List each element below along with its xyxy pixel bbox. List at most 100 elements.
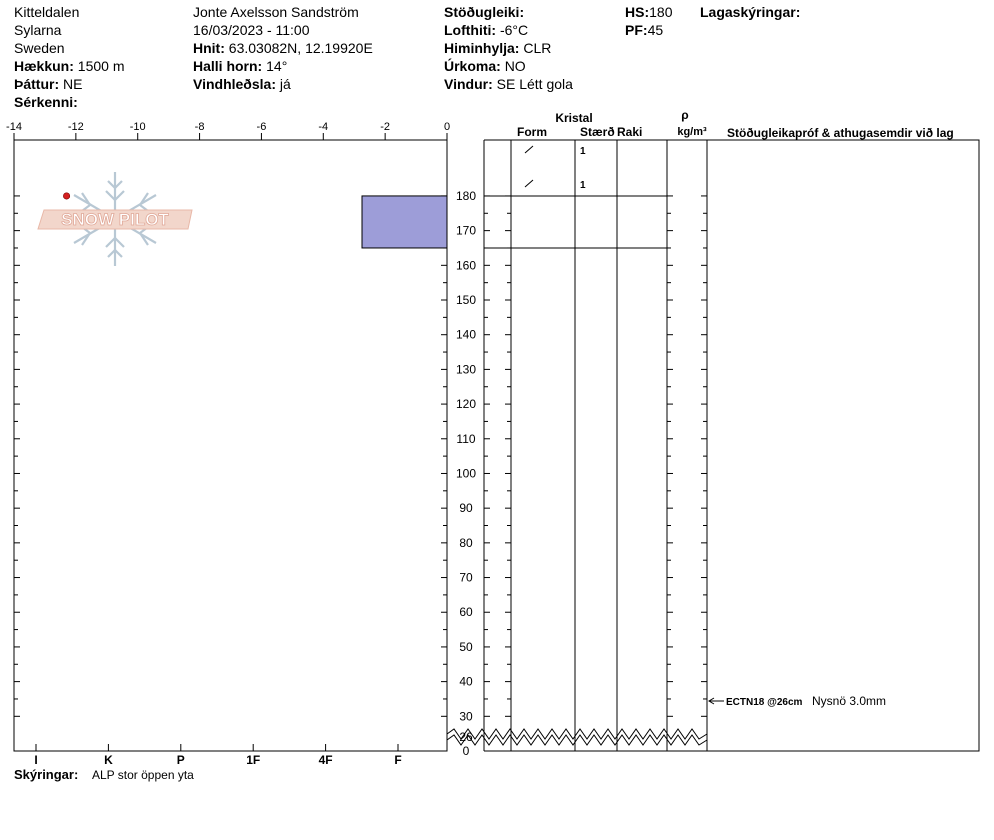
height-tick-label: 120	[456, 397, 476, 411]
hardness-tick-label: P	[177, 753, 185, 767]
notes-label: Skýringar:	[14, 767, 78, 782]
hs-value: 180	[649, 4, 673, 20]
layer-notes: Lagaskýringar:	[700, 3, 800, 21]
watermark-banner	[37, 209, 193, 230]
crystal-size: 1	[580, 180, 586, 191]
sky-value: CLR	[523, 40, 552, 56]
slope-angle: Halli horn: 14°	[193, 57, 287, 75]
elevation: Hækkun: 1500 m	[14, 57, 125, 75]
height-tick-label: 70	[459, 571, 473, 585]
snow-depth: HS:180	[625, 3, 672, 21]
hardness-layer	[361, 195, 448, 249]
layer-notes-label: Lagaskýringar:	[700, 4, 801, 20]
elevation-label: Hækkun:	[14, 58, 74, 74]
region: Sylarna	[14, 22, 62, 38]
height-tick-label: 180	[456, 189, 476, 203]
axis-break-lower	[446, 734, 708, 746]
crystal-header: Kristal	[555, 111, 592, 125]
watermark-text: SNOW PILOT	[61, 210, 169, 229]
temp-tick-label: 0	[444, 121, 450, 133]
height-tick-label: 100	[456, 466, 476, 480]
height-tick-label: 26	[459, 730, 473, 744]
elevation-value: 1500 m	[77, 58, 125, 74]
height-tick-label: 40	[459, 675, 473, 689]
height-tick-label: 60	[459, 605, 473, 619]
coords-value: 63.03082N, 12.19920E	[228, 40, 373, 56]
density-unit: kg/m³	[677, 126, 707, 138]
wind-value: SE Létt gola	[496, 76, 573, 92]
temp-tick-label: -10	[130, 121, 146, 133]
sky-label: Himinhylja:	[444, 40, 520, 56]
size-header: Stærð	[580, 125, 615, 139]
sky-cover: Himinhylja: CLR	[444, 39, 551, 57]
temp-tick-label: -12	[68, 121, 84, 133]
coordinates: Hnit: 63.03082N, 12.19920E	[193, 39, 373, 57]
location: Kitteldalen	[14, 4, 80, 20]
tests-header: Stöðugleikapróf & athugasemdir við lag	[727, 126, 954, 140]
crystal-form-glyph	[524, 145, 534, 154]
coords-label: Hnit:	[193, 40, 225, 56]
height-tick-label: 90	[459, 501, 473, 515]
air-temp-value: -6°C	[499, 22, 529, 38]
hardness-tick-label: K	[104, 753, 113, 767]
features-label: Sérkenni:	[14, 94, 78, 110]
profile-data: -14 -12 -10 -8 -6 -4 -2 01801701601501401301201…	[6, 121, 886, 767]
hs-label: HS:	[625, 4, 650, 20]
wind-loading-label: Vindhleðsla:	[193, 76, 276, 92]
wind: Vindur: SE Létt gola	[444, 75, 573, 93]
test-comment: Nysnö 3.0mm	[812, 694, 886, 708]
slope-label: Halli horn:	[193, 58, 263, 74]
height-tick-label: 30	[459, 709, 473, 723]
aspect: Þáttur: NE	[14, 75, 82, 93]
height-tick-label: 160	[456, 258, 476, 272]
precipitation: Úrkoma: NO	[444, 57, 526, 75]
wind-loading: Vindhleðsla: já	[193, 75, 291, 93]
hardness-tick-label: 1F	[246, 753, 260, 767]
height-tick-label: 110	[456, 432, 475, 446]
temp-tick-label: -8	[195, 121, 205, 133]
temp-tick-label: -4	[318, 121, 328, 133]
hardness-tick-label: F	[394, 753, 401, 767]
air-temperature: Lofthiti: -6°C	[444, 21, 528, 39]
height-tick-label: 150	[456, 293, 476, 307]
temperature-point	[63, 192, 71, 200]
penetration: PF:45	[625, 21, 663, 39]
stability-label: Stöðugleiki:	[444, 4, 525, 20]
aspect-label: Þáttur:	[14, 76, 60, 92]
height-tick-label: 140	[456, 328, 476, 342]
observer: Jonte Axelsson Sandström	[193, 4, 359, 20]
slope-value: 14°	[266, 58, 288, 74]
height-tick-label: 0	[463, 744, 470, 758]
precip-label: Úrkoma:	[444, 58, 501, 74]
features: Sérkenni:	[14, 93, 78, 111]
wind-loading-value: já	[279, 76, 291, 92]
height-tick-label: 50	[459, 640, 473, 654]
profile-grid: SNOW PILOT Kristal Form Stærð Raki ρ kg/…	[13, 108, 980, 782]
density-symbol: ρ	[681, 108, 688, 122]
hardness-tick-label: 4F	[319, 753, 333, 767]
temp-tick-label: -14	[6, 121, 22, 133]
form-header: Form	[517, 125, 547, 139]
axis-break-upper	[446, 728, 708, 740]
snowpilot-watermark: SNOW PILOT	[37, 172, 193, 266]
pf-label: PF:	[625, 22, 648, 38]
precip-value: NO	[504, 58, 526, 74]
datetime: 16/03/2023 - 11:00	[193, 22, 310, 38]
aspect-value: NE	[63, 76, 83, 92]
tests-frame	[706, 139, 980, 752]
notes-value: ALP stor öppen yta	[92, 768, 194, 782]
height-tick-label: 170	[456, 224, 476, 238]
test-code: ECTN18 @26cm	[726, 697, 803, 708]
temp-tick-label: -2	[380, 121, 390, 133]
test-arrow-head	[708, 697, 715, 705]
height-tick-label: 80	[459, 536, 473, 550]
pf-value: 45	[647, 22, 664, 38]
country: Sweden	[14, 40, 65, 56]
wetness-header: Raki	[617, 125, 642, 139]
temp-tick-label: -6	[257, 121, 267, 133]
plot-frame	[13, 139, 448, 752]
crystal-size: 1	[580, 146, 586, 157]
hardness-tick-label: I	[34, 753, 37, 767]
height-tick-label: 130	[456, 362, 476, 376]
